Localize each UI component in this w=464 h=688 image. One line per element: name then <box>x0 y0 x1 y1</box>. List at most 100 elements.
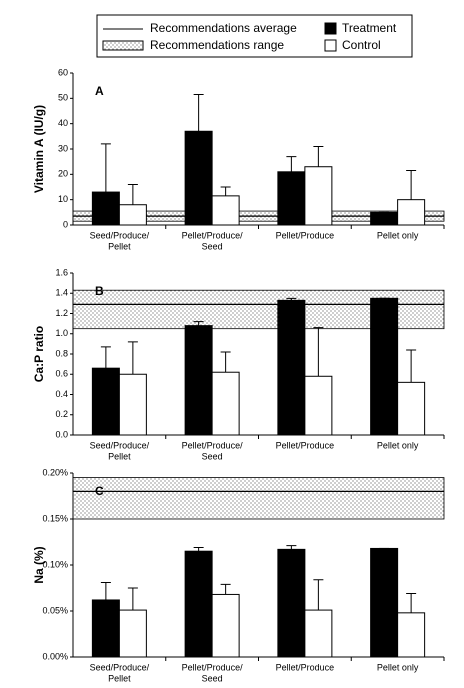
y-axis-label: Ca:P ratio <box>32 326 46 382</box>
bar <box>277 171 306 226</box>
error-bar <box>127 587 138 611</box>
error-bar <box>220 186 231 196</box>
error-bar <box>193 321 204 326</box>
y-tick-label: 1.6 <box>55 267 68 277</box>
bar <box>397 612 426 658</box>
x-tick-label: Pellet only <box>377 662 419 672</box>
y-tick-label: 1.2 <box>55 308 68 318</box>
error-bar <box>100 581 111 600</box>
bar <box>184 550 213 658</box>
legend-label: Recommendations range <box>150 38 284 52</box>
bar <box>91 191 120 226</box>
y-axis-label: Vitamin A (IU/g) <box>32 105 46 193</box>
legend: Recommendations average Recommendations … <box>96 14 413 58</box>
bar <box>397 199 426 226</box>
x-tick-label: Seed <box>202 451 223 461</box>
x-tick-label: Pellet/Produce <box>276 662 335 672</box>
y-tick-label: 10 <box>58 194 68 204</box>
error-bar <box>220 351 231 373</box>
x-tick-label: Pellet only <box>377 440 419 450</box>
bar <box>370 297 399 436</box>
bar <box>211 593 240 658</box>
y-tick-label: 0.8 <box>55 348 68 358</box>
bar <box>118 204 147 226</box>
y-tick-label: 1.4 <box>55 288 68 298</box>
y-tick-label: 1.0 <box>55 328 68 338</box>
bar <box>91 599 120 658</box>
y-tick-label: 0.10% <box>42 559 68 569</box>
y-tick-label: 30 <box>58 143 68 153</box>
x-tick-label: Seed <box>202 673 223 683</box>
x-tick-label: Pellet/Produce <box>276 440 335 450</box>
y-tick-label: 0.15% <box>42 513 68 523</box>
y-tick-label: 50 <box>58 93 68 103</box>
x-tick-label: Pellet <box>108 451 131 461</box>
bar <box>91 367 120 436</box>
legend-range-swatch <box>102 40 144 51</box>
error-bar <box>313 145 324 167</box>
x-tick-label: Pellet/Produce/ <box>182 230 244 240</box>
bar <box>304 609 333 658</box>
y-tick-label: 20 <box>58 169 68 179</box>
x-tick-label: Pellet/Produce/ <box>182 662 244 672</box>
x-tick-label: Pellet/Produce/ <box>182 440 244 450</box>
y-tick-label: 0.2 <box>55 409 68 419</box>
y-tick-label: 40 <box>58 118 68 128</box>
bar <box>184 130 213 226</box>
legend-label: Treatment <box>342 21 397 35</box>
bar <box>211 195 240 226</box>
recommendation-range <box>72 477 445 520</box>
bar <box>118 373 147 436</box>
panel-label: C <box>95 484 104 498</box>
bar <box>118 609 147 658</box>
y-tick-label: 0.20% <box>42 467 68 477</box>
bar <box>184 325 213 436</box>
y-axis-label: Na (%) <box>32 546 46 583</box>
y-tick-label: 0.4 <box>55 389 68 399</box>
error-bar <box>193 547 204 552</box>
error-bar <box>100 346 111 369</box>
x-tick-label: Seed/Produce/ <box>90 230 150 240</box>
x-tick-label: Pellet/Produce <box>276 230 335 240</box>
y-tick-label: 0.6 <box>55 369 68 379</box>
x-tick-label: Pellet <box>108 673 131 683</box>
error-bar <box>313 579 324 611</box>
error-bar <box>286 156 297 172</box>
legend-box <box>96 14 413 58</box>
bar <box>370 547 399 658</box>
y-tick-label: 0.00% <box>42 651 68 661</box>
legend-label: Control <box>342 38 381 52</box>
x-tick-label: Seed <box>202 241 223 251</box>
bar <box>211 371 240 436</box>
error-bar <box>100 143 111 193</box>
bar <box>370 211 399 226</box>
x-tick-label: Pellet only <box>377 230 419 240</box>
error-bar <box>406 349 417 383</box>
error-bar <box>406 593 417 613</box>
panel-label: B <box>95 284 104 298</box>
error-bar <box>127 341 138 375</box>
bar <box>397 381 426 436</box>
error-bar <box>193 94 204 132</box>
legend-swatch <box>324 22 337 35</box>
panel-label: A <box>95 84 104 98</box>
bar <box>304 375 333 436</box>
error-bar <box>313 327 324 377</box>
x-tick-label: Seed/Produce/ <box>90 440 150 450</box>
y-tick-label: 0 <box>63 219 68 229</box>
error-bar <box>406 170 417 200</box>
error-bar <box>286 545 297 550</box>
y-tick-label: 60 <box>58 67 68 77</box>
x-tick-label: Seed/Produce/ <box>90 662 150 672</box>
error-bar <box>127 183 138 205</box>
x-tick-label: Pellet <box>108 241 131 251</box>
legend-label: Recommendations average <box>150 21 297 35</box>
bar <box>277 548 306 658</box>
y-tick-label: 0.05% <box>42 605 68 615</box>
y-tick-label: 0.0 <box>55 429 68 439</box>
legend-swatch <box>324 39 337 52</box>
error-bar <box>220 583 231 595</box>
bar <box>277 299 306 436</box>
bar <box>304 166 333 226</box>
